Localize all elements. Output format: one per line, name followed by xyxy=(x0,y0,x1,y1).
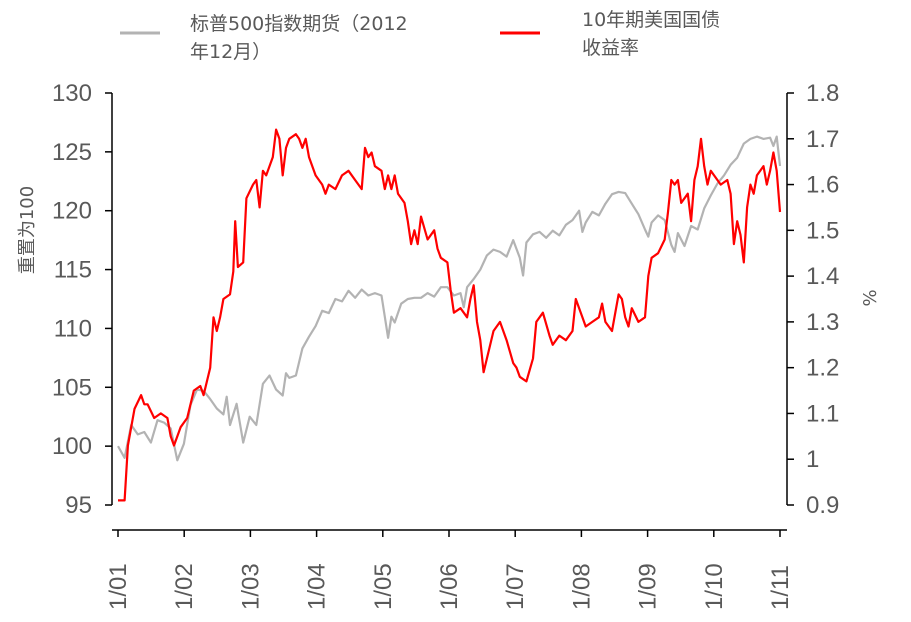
series-line-sp500[interactable] xyxy=(117,135,782,462)
legend: 标普500指数期货（2012 年12月） 10年期美国国债 收益率 xyxy=(120,9,720,63)
x-tick-label: 1/04 xyxy=(304,563,331,610)
left-axis-title: 重置为100 xyxy=(17,186,38,274)
right-tick-label: 1 xyxy=(806,446,819,473)
x-tick-label: 1/07 xyxy=(502,563,529,610)
legend-label-sp500-line2: 年12月） xyxy=(190,41,271,63)
right-tick-label: 1.7 xyxy=(806,126,839,153)
left-tick-label: 105 xyxy=(52,374,92,401)
right-tick-label: 1.1 xyxy=(806,400,839,427)
left-tick-label: 120 xyxy=(52,198,92,225)
legend-item-treasury[interactable]: 10年期美国国债 收益率 xyxy=(500,9,720,59)
left-tick-label: 130 xyxy=(52,80,92,107)
legend-item-sp500[interactable]: 标普500指数期货（2012 年12月） xyxy=(120,13,408,63)
x-tick-label: 1/08 xyxy=(568,563,595,610)
left-tick-label: 95 xyxy=(65,492,92,519)
x-tick-label: 1/10 xyxy=(701,563,728,610)
x-axis-ticks: 1/01 1/02 1/03 1/04 1/05 1/06 1/07 1/08 1/09 1/10… xyxy=(105,530,794,610)
x-tick-label: 1/03 xyxy=(237,563,264,610)
right-tick-label: 1.3 xyxy=(806,309,839,336)
x-tick-label: 1/05 xyxy=(370,563,397,610)
x-tick-label: 1/11 xyxy=(767,565,794,610)
right-tick-label: 1.5 xyxy=(806,217,839,244)
right-tick-label: 1.8 xyxy=(806,80,839,107)
legend-label-treasury-line1: 10年期美国国债 xyxy=(582,9,720,31)
left-tick-label: 100 xyxy=(52,433,92,460)
x-tick-label: 1/09 xyxy=(635,563,662,610)
left-tick-label: 115 xyxy=(54,257,92,284)
left-tick-label: 110 xyxy=(54,315,92,342)
series-line-treasury-yield[interactable] xyxy=(118,128,782,502)
right-axis-ticks: 0.9 1 1.1 1.2 1.3 1.4 1.5 1.6 1.7 1.8 xyxy=(787,80,839,519)
series-layer xyxy=(117,128,782,502)
legend-label-sp500-line1: 标普500指数期货（2012 xyxy=(190,13,408,35)
right-tick-label: 1.6 xyxy=(806,172,839,199)
x-tick-label: 1/06 xyxy=(436,563,463,610)
x-tick-label: 1/01 xyxy=(105,563,132,610)
legend-label-treasury-line2: 收益率 xyxy=(582,37,639,59)
x-tick-label: 1/02 xyxy=(171,563,198,610)
right-axis-title: % xyxy=(860,289,881,306)
right-tick-label: 1.2 xyxy=(806,355,839,382)
right-tick-label: 0.9 xyxy=(806,492,839,519)
left-axis-ticks: 95 100 105 110 115 120 125 130 xyxy=(52,80,112,519)
left-tick-label: 125 xyxy=(52,139,92,166)
right-tick-label: 1.4 xyxy=(806,263,839,290)
